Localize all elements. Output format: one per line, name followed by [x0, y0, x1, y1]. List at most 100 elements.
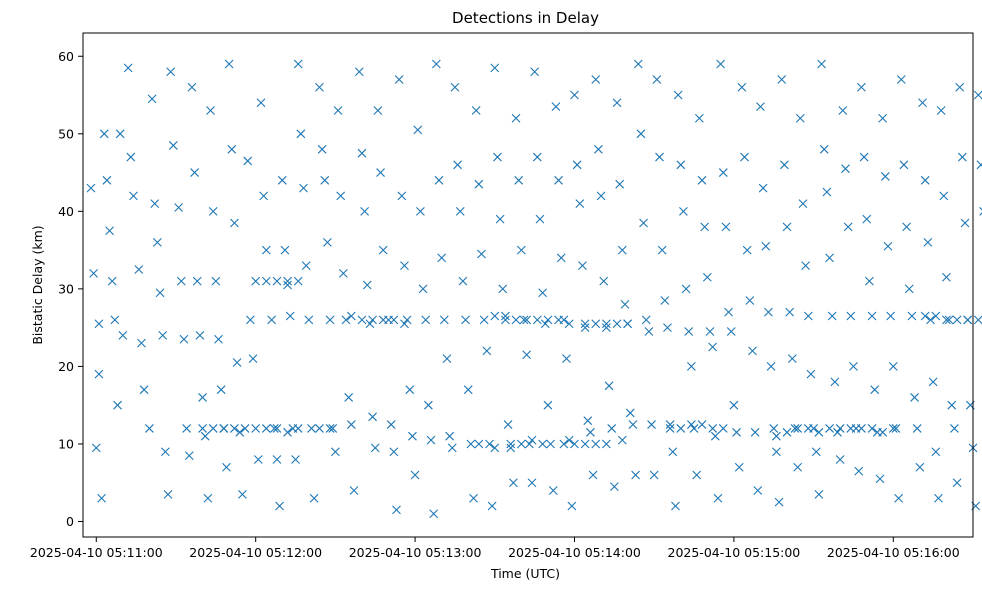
data-point — [495, 214, 505, 224]
data-point — [756, 102, 765, 112]
data-point — [729, 400, 739, 410]
data-point — [657, 245, 667, 255]
data-point — [686, 420, 696, 429]
data-point — [317, 144, 327, 154]
data-point — [373, 106, 383, 115]
data-point — [498, 284, 508, 294]
data-point — [684, 327, 694, 336]
data-point — [713, 493, 723, 503]
data-point — [530, 67, 540, 77]
data-point — [660, 296, 670, 305]
data-point — [973, 315, 982, 325]
data-points — [86, 59, 982, 519]
data-point — [389, 315, 399, 325]
data-point — [216, 385, 226, 395]
data-point — [174, 203, 184, 212]
data-point — [742, 245, 752, 255]
data-point — [979, 206, 982, 216]
data-point — [676, 160, 686, 170]
data-point — [601, 323, 611, 333]
data-point — [628, 420, 638, 429]
data-point — [538, 288, 548, 298]
data-point — [357, 315, 367, 325]
data-point — [604, 381, 614, 391]
data-point — [166, 67, 176, 77]
data-point — [554, 315, 563, 325]
data-point — [803, 311, 813, 321]
data-point — [107, 276, 117, 286]
data-point — [198, 424, 207, 433]
data-point — [878, 427, 888, 437]
data-point — [617, 245, 627, 255]
data-point — [963, 315, 973, 325]
data-point — [474, 439, 484, 449]
data-point — [522, 350, 532, 360]
data-point — [447, 443, 457, 453]
data-point — [378, 315, 388, 325]
data-point — [232, 358, 242, 367]
data-point — [338, 268, 348, 278]
data-point — [676, 424, 686, 433]
data-point — [280, 245, 290, 255]
data-point — [700, 222, 710, 232]
data-point — [426, 435, 436, 445]
data-point — [814, 427, 824, 437]
data-point — [400, 261, 409, 271]
data-point — [176, 276, 186, 286]
data-point — [564, 435, 574, 445]
data-point — [134, 265, 144, 274]
data-point — [673, 90, 683, 100]
data-point — [431, 59, 441, 69]
data-point — [493, 152, 502, 162]
x-axis-label: Time (UTC) — [490, 566, 560, 581]
data-point — [155, 288, 165, 298]
data-point — [482, 346, 492, 356]
data-point — [508, 478, 518, 488]
data-point — [578, 261, 587, 271]
data-point — [272, 276, 282, 286]
data-point — [376, 168, 385, 177]
x-tick-label: 2025-04-10 05:12:00 — [189, 545, 322, 560]
data-point — [766, 362, 776, 371]
data-point — [293, 276, 303, 286]
data-point — [506, 439, 516, 449]
data-point — [235, 427, 245, 437]
data-point — [325, 424, 335, 433]
data-point — [902, 222, 911, 232]
y-tick-label: 10 — [58, 436, 74, 451]
data-point — [527, 478, 537, 488]
data-point — [147, 94, 157, 104]
data-point — [320, 175, 330, 185]
data-point — [269, 424, 279, 433]
data-point — [912, 424, 922, 433]
data-point — [697, 175, 707, 185]
data-point — [694, 113, 704, 123]
data-point — [251, 276, 261, 286]
data-point — [894, 493, 904, 503]
data-point — [123, 63, 133, 73]
data-point — [208, 424, 218, 433]
data-point — [370, 443, 380, 453]
data-point — [920, 175, 930, 185]
data-point — [769, 424, 779, 433]
data-point — [524, 439, 534, 449]
data-point — [591, 319, 601, 329]
data-point — [445, 431, 455, 441]
data-point — [272, 424, 282, 433]
data-point — [490, 443, 500, 453]
data-point — [187, 82, 197, 92]
data-point — [862, 214, 872, 224]
data-point — [479, 315, 489, 325]
data-point — [115, 129, 125, 139]
data-point — [878, 113, 888, 123]
data-point — [817, 59, 826, 69]
data-point — [955, 82, 965, 92]
data-point — [750, 427, 760, 437]
data-point — [867, 424, 877, 433]
data-point — [256, 98, 266, 108]
data-point — [94, 319, 104, 329]
data-point — [559, 439, 569, 449]
x-tick-label: 2025-04-10 05:16:00 — [827, 545, 960, 560]
data-point — [535, 214, 545, 224]
